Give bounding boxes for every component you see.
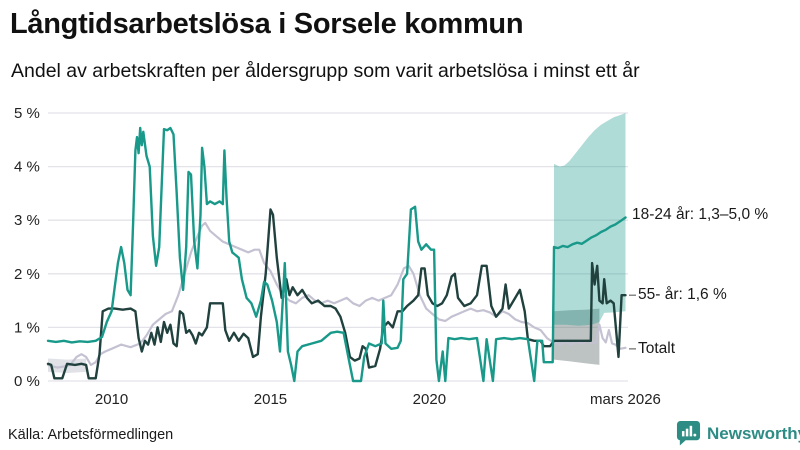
brand-name: Newsworthy: [707, 423, 800, 443]
logo-bar-3: [689, 425, 693, 437]
x-tick-label: mars 2026: [590, 391, 661, 408]
y-tick-label: 2 %: [14, 266, 40, 283]
source-note: Källa: Arbetsförmedlingen: [8, 427, 174, 443]
x-tick-label: 2015: [254, 391, 287, 408]
y-tick-label: 1 %: [14, 319, 40, 336]
series-line: [46, 208, 627, 380]
x-tick-label: 2010: [95, 391, 128, 408]
line-label: 18-24 år: 1,3–5,0 %: [632, 205, 769, 223]
series-line: [46, 221, 627, 369]
y-tick-label: 0 %: [14, 373, 40, 390]
newsworthy-logo-icon: [676, 421, 701, 446]
line-label: 55- år: 1,6 %: [638, 286, 727, 304]
y-tick-label: 5 %: [14, 105, 40, 122]
logo-bar-2: [685, 428, 689, 437]
forecast-band: [554, 113, 626, 326]
forecast-band: [554, 308, 600, 365]
x-tick-label: 2020: [413, 391, 446, 408]
logo-bar-1: [681, 431, 685, 437]
chart-subtitle: Andel av arbetskraften per åldersgrupp s…: [11, 60, 640, 82]
y-tick-label: 4 %: [14, 159, 40, 176]
logo-exclamation-dot: [693, 433, 697, 437]
series-line: [46, 126, 627, 383]
line-label: Totalt: [638, 339, 676, 357]
y-tick-label: 3 %: [14, 212, 40, 229]
newsworthy-brand: Newsworthy: [676, 420, 800, 447]
chart-title: Långtidsarbetslösa i Sorsele kommun: [10, 8, 524, 40]
